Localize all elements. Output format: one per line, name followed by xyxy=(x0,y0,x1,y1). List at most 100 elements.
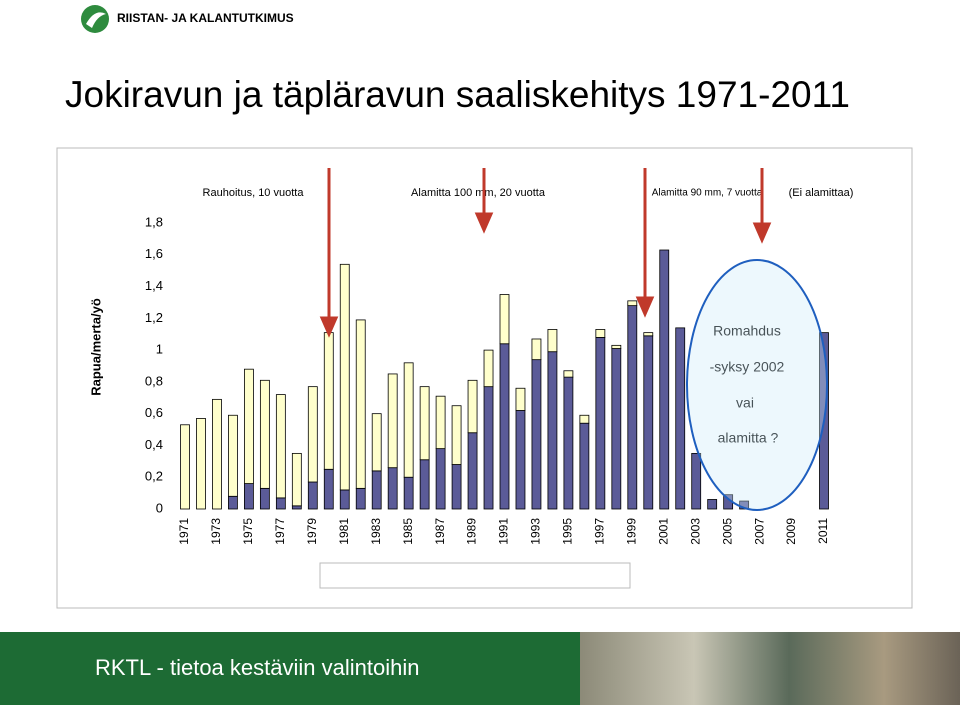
bar-segment xyxy=(483,386,494,510)
bar-segment xyxy=(467,379,478,434)
bar-segment xyxy=(387,467,398,510)
footer-photos xyxy=(580,632,960,705)
x-tick-label: 1973 xyxy=(209,518,223,545)
bar-segment xyxy=(595,329,606,338)
bar-segment xyxy=(643,335,654,510)
x-tick-label: 1977 xyxy=(273,518,287,545)
bar-segment xyxy=(611,344,622,349)
bar-segment xyxy=(691,452,702,510)
footer-text: RKTL - tietoa kestäviin valintoihin xyxy=(95,655,419,680)
arrow-head xyxy=(752,222,772,244)
bar-segment xyxy=(483,349,494,388)
x-tick-label: 1985 xyxy=(401,518,415,545)
bar-segment xyxy=(259,379,270,489)
bar-segment xyxy=(323,332,334,470)
x-tick-label: 1981 xyxy=(337,518,351,545)
logo: RIISTAN- JA KALANTUTKIMUS xyxy=(81,5,294,33)
y-tick-label: 0,8 xyxy=(145,373,163,388)
y-tick-label: 1,8 xyxy=(145,214,163,229)
bar-segment xyxy=(275,394,286,499)
x-tick-label: 1993 xyxy=(529,518,543,545)
logo-leaf xyxy=(86,12,106,28)
bar-segment xyxy=(419,386,430,461)
annotation: Rauhoitus, 10 vuotta xyxy=(203,187,305,199)
annotation: (Ei alamittaa) xyxy=(789,187,854,199)
bar-segment xyxy=(291,505,302,510)
bar-segment xyxy=(212,398,222,510)
x-tick-label: 2007 xyxy=(752,518,766,545)
bar-segment xyxy=(371,413,382,472)
bar-segment xyxy=(307,386,318,483)
x-tick-label: 2003 xyxy=(688,518,702,545)
x-tick-label: 1997 xyxy=(593,518,607,545)
bar-segment xyxy=(547,329,558,353)
bar-segment xyxy=(339,489,350,510)
bar-segment xyxy=(243,368,254,484)
bar-segment xyxy=(531,338,542,361)
bar-segment xyxy=(595,336,606,510)
bar-segment xyxy=(259,487,270,510)
bar-segment xyxy=(196,418,206,510)
x-tick-label: 1999 xyxy=(624,518,638,545)
annotation: Romahdus xyxy=(713,323,781,339)
bar-segment xyxy=(323,468,334,510)
bar-segment xyxy=(499,294,510,345)
bar-segment xyxy=(467,432,478,510)
bar-segment xyxy=(563,370,574,378)
x-tick-label: 2009 xyxy=(784,518,798,545)
annotation: vai xyxy=(736,395,754,411)
bar-segment xyxy=(643,332,654,337)
bar-segment xyxy=(563,376,574,510)
arrows xyxy=(319,168,772,338)
bar-segment xyxy=(579,414,590,424)
slide-title: Jokiravun ja täpläravun saaliskehitys 19… xyxy=(65,74,850,115)
x-tick-label: 2011 xyxy=(816,518,830,544)
bar-segment xyxy=(403,476,414,510)
bar-segment xyxy=(675,327,686,510)
arrow-head xyxy=(319,316,339,338)
bar-segment xyxy=(659,249,670,510)
bar-segment xyxy=(228,414,238,497)
bar-segment xyxy=(355,487,366,510)
x-tick-label: 1989 xyxy=(465,518,479,545)
y-tick-label: 1 xyxy=(156,342,163,357)
bar-segment xyxy=(275,497,286,510)
annotation: -syksy 2002 xyxy=(710,359,785,375)
arrow-head xyxy=(474,212,494,234)
bar-segment xyxy=(515,410,526,510)
y-tick-label: 0,2 xyxy=(145,469,163,484)
x-tick-label: 1987 xyxy=(433,518,447,545)
bar-segment xyxy=(707,499,718,510)
bar-segment xyxy=(387,373,398,469)
bar-segment xyxy=(579,422,590,510)
bar-segment xyxy=(611,348,622,510)
arrow-head xyxy=(635,296,655,318)
y-tick-label: 1,6 xyxy=(145,246,163,261)
y-tick-label: 0,4 xyxy=(145,437,163,452)
annotation: Alamitta 90 mm, 7 vuotta xyxy=(652,188,763,199)
x-tick-label: 2005 xyxy=(720,518,734,545)
bar-segment xyxy=(371,470,382,510)
x-tick-label: 1975 xyxy=(241,518,255,545)
annotation: alamitta ? xyxy=(718,430,779,446)
x-tick-label: 1995 xyxy=(561,518,575,545)
x-tick-label: 1971 xyxy=(177,518,191,545)
logo-text: RIISTAN- JA KALANTUTKIMUS xyxy=(117,11,294,25)
bar-segment xyxy=(451,405,462,465)
x-tick-label: 1983 xyxy=(369,518,383,545)
bar-segment xyxy=(339,263,350,491)
y-tick-label: 0,6 xyxy=(145,405,163,420)
annotation: Alamitta 100 mm, 20 vuotta xyxy=(411,187,546,199)
bar-segment xyxy=(547,351,558,510)
bar-segment xyxy=(243,483,254,510)
bar-segment xyxy=(435,395,446,450)
footer-band xyxy=(0,632,580,705)
bar-segment xyxy=(435,448,446,510)
x-tick-label: 2001 xyxy=(656,518,670,545)
x-tick-label: 1991 xyxy=(497,518,511,545)
bar-segment xyxy=(291,452,302,507)
y-tick-label: 1,2 xyxy=(145,310,163,325)
bar-segment xyxy=(355,319,366,489)
bar-segment xyxy=(403,362,414,478)
